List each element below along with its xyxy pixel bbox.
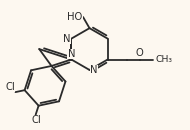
Text: N: N	[63, 34, 71, 44]
Text: O: O	[136, 48, 144, 58]
Text: N: N	[90, 65, 98, 75]
Text: CH₃: CH₃	[156, 55, 173, 64]
Text: N: N	[68, 49, 75, 59]
Text: Cl: Cl	[31, 115, 41, 125]
Text: Cl: Cl	[5, 82, 15, 92]
Text: HO: HO	[67, 12, 82, 22]
